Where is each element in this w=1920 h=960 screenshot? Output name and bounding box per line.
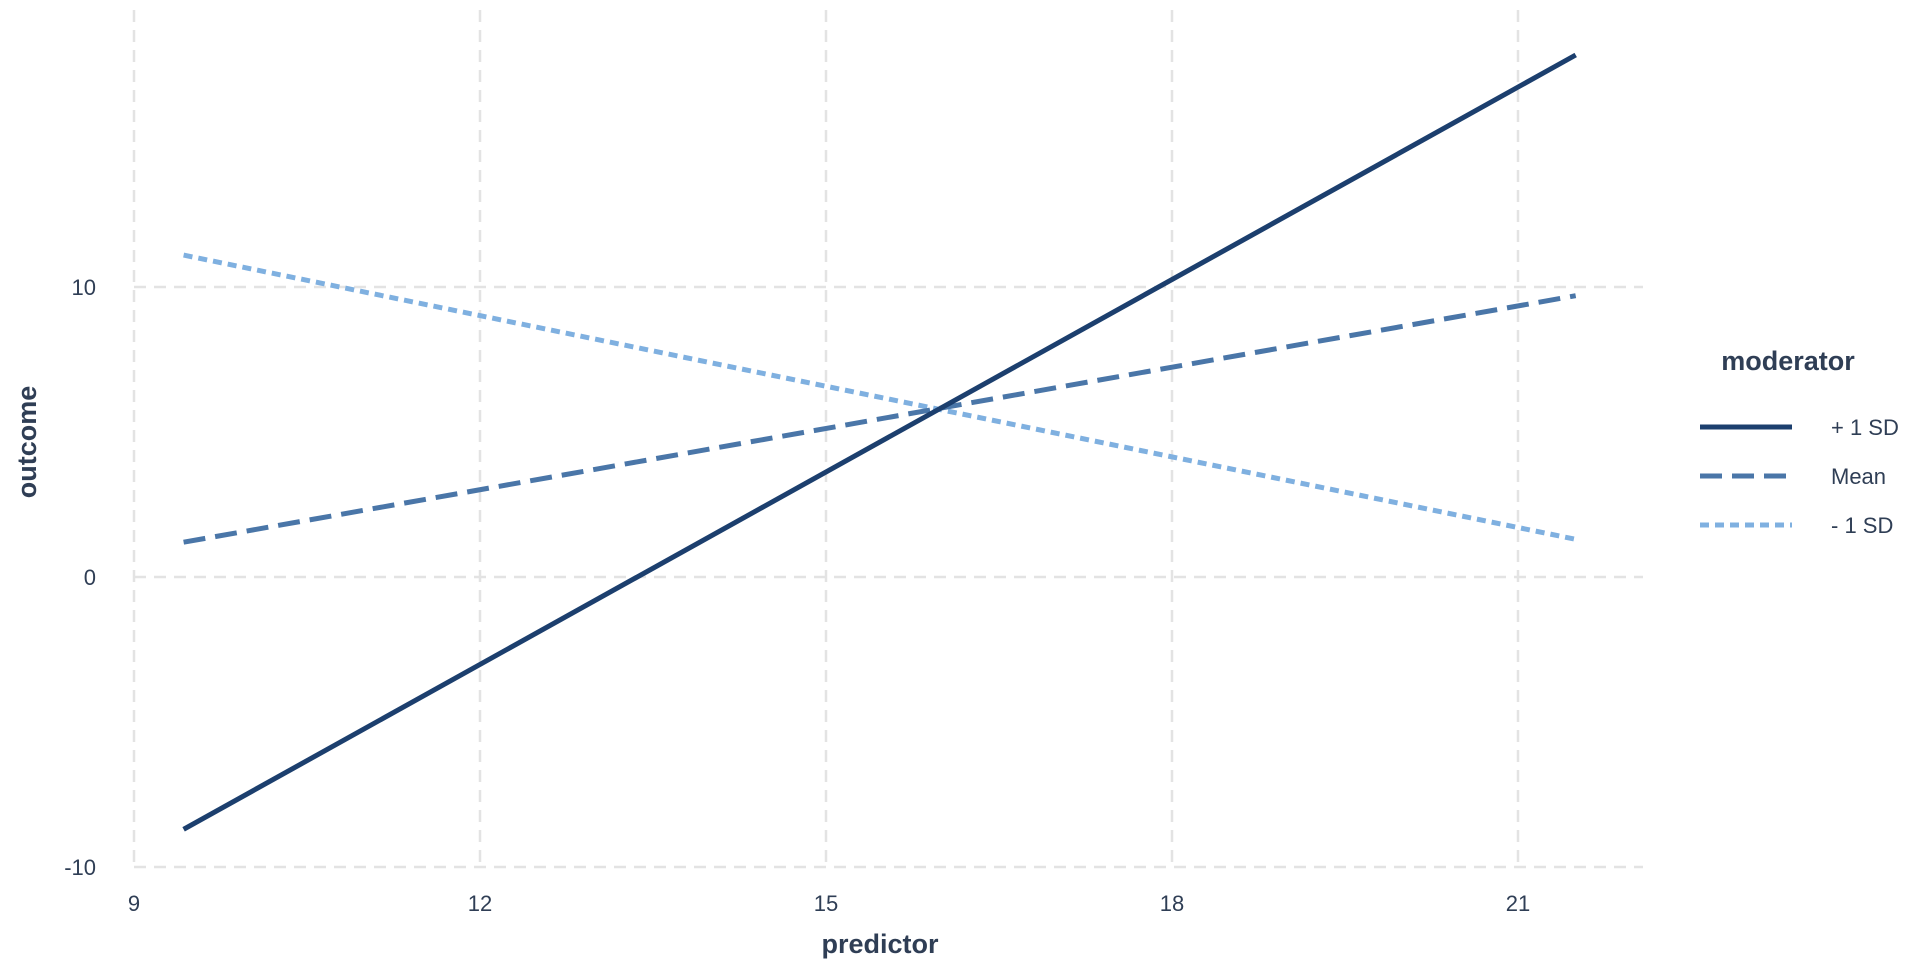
series-line-1 [183, 293, 1577, 545]
y-tick-label: -10 [64, 855, 96, 880]
legend-title: moderator [1721, 346, 1855, 376]
y-tick-label: 0 [84, 565, 96, 590]
x-tick-label: 9 [128, 891, 140, 916]
x-tick-label: 15 [814, 891, 838, 916]
legend-items: + 1 SD Mean - 1 SD [1700, 415, 1899, 538]
x-tick-label: 12 [468, 891, 492, 916]
legend-label: - 1 SD [1831, 513, 1893, 538]
series-lines [182, 52, 1577, 832]
legend: moderator + 1 SD Mean - 1 SD [1700, 346, 1899, 538]
x-axis-title: predictor [821, 929, 939, 959]
y-tick-label: 10 [72, 275, 96, 300]
x-tick-label: 18 [1160, 891, 1184, 916]
legend-label: Mean [1831, 464, 1886, 489]
grid-lines [132, 10, 1643, 869]
x-tick-label: 21 [1506, 891, 1530, 916]
axis-ticks: 9 12 15 18 21 -10 0 10 [64, 275, 1530, 916]
series-line-0 [182, 52, 1577, 832]
y-axis-title: outcome [12, 386, 42, 499]
legend-label: + 1 SD [1831, 415, 1899, 440]
series-line-2 [183, 252, 1577, 542]
